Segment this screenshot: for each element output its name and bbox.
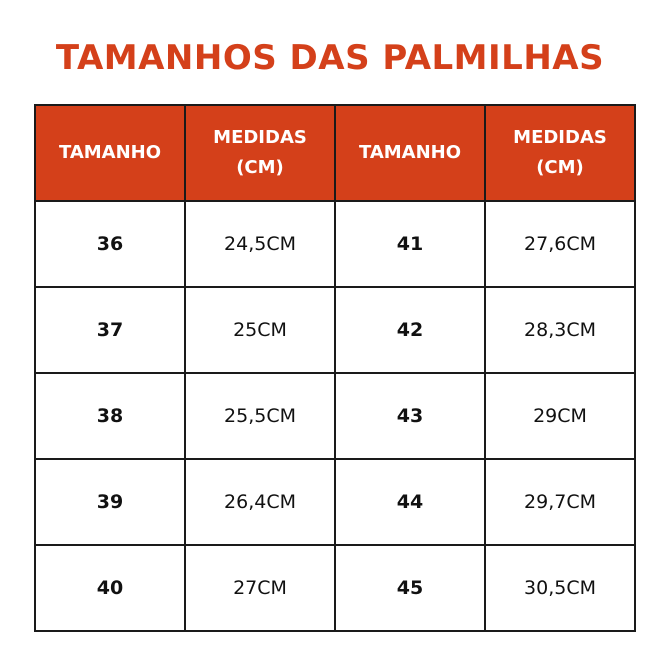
measure-cell: 24,5CM	[184, 200, 336, 288]
size-cell: 41	[334, 200, 486, 288]
header-row: TAMANHO MEDIDAS (CM) TAMANHO MEDIDAS (CM)	[34, 104, 636, 202]
table-row: 37 25CM 42 28,3CM	[34, 286, 636, 374]
header-size: TAMANHO	[34, 104, 186, 202]
size-cell: 39	[34, 458, 186, 546]
measure-cell: 26,4CM	[184, 458, 336, 546]
measure-cell: 30,5CM	[484, 544, 636, 632]
size-cell: 36	[34, 200, 186, 288]
size-cell: 42	[334, 286, 486, 374]
size-cell: 37	[34, 286, 186, 374]
measure-cell: 29,7CM	[484, 458, 636, 546]
table-row: 38 25,5CM 43 29CM	[34, 372, 636, 460]
size-cell: 40	[34, 544, 186, 632]
measure-cell: 29CM	[484, 372, 636, 460]
measure-cell: 25CM	[184, 286, 336, 374]
size-table: TAMANHO MEDIDAS (CM) TAMANHO MEDIDAS (CM) …	[34, 104, 636, 632]
header-size: TAMANHO	[334, 104, 486, 202]
size-cell: 43	[334, 372, 486, 460]
size-cell: 44	[334, 458, 486, 546]
measure-cell: 28,3CM	[484, 286, 636, 374]
measure-cell: 27CM	[184, 544, 336, 632]
measure-cell: 27,6CM	[484, 200, 636, 288]
size-cell: 45	[334, 544, 486, 632]
header-measure: MEDIDAS (CM)	[484, 104, 636, 202]
table-row: 39 26,4CM 44 29,7CM	[34, 458, 636, 546]
table-row: 36 24,5CM 41 27,6CM	[34, 200, 636, 288]
table-row: 40 27CM 45 30,5CM	[34, 544, 636, 632]
measure-cell: 25,5CM	[184, 372, 336, 460]
size-cell: 38	[34, 372, 186, 460]
header-measure: MEDIDAS (CM)	[184, 104, 336, 202]
page-title: TAMANHOS DAS PALMILHAS	[55, 38, 605, 78]
